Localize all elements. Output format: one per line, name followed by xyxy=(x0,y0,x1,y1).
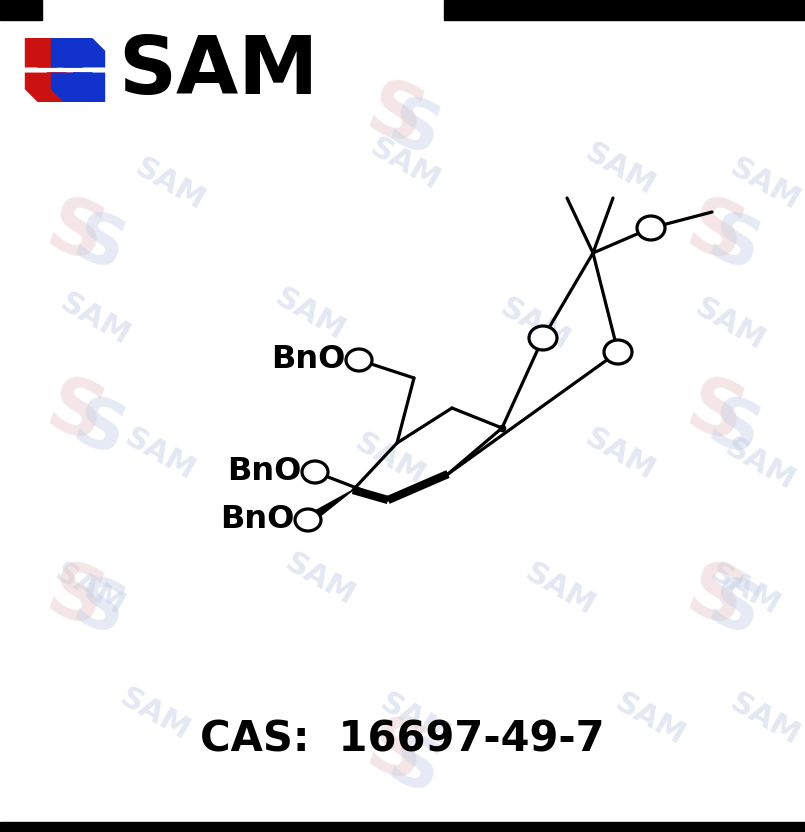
Ellipse shape xyxy=(637,216,665,240)
Text: S: S xyxy=(36,191,114,280)
Text: SAM: SAM xyxy=(365,133,445,196)
Text: S: S xyxy=(65,205,135,285)
Ellipse shape xyxy=(346,349,372,371)
Text: SAM: SAM xyxy=(350,428,430,492)
Bar xyxy=(444,0,805,20)
Polygon shape xyxy=(25,38,79,67)
Ellipse shape xyxy=(295,509,321,531)
Text: SAM: SAM xyxy=(130,153,210,216)
Text: S: S xyxy=(36,556,114,644)
Text: SAM: SAM xyxy=(55,289,135,352)
Text: SAM: SAM xyxy=(270,284,350,347)
Text: SAM: SAM xyxy=(115,683,195,746)
Text: SAM: SAM xyxy=(375,688,455,751)
Polygon shape xyxy=(51,72,105,102)
Text: S: S xyxy=(357,74,434,162)
Text: S: S xyxy=(676,371,753,459)
Text: S: S xyxy=(380,728,450,808)
Text: SAM: SAM xyxy=(724,688,805,751)
Ellipse shape xyxy=(302,461,328,483)
Text: SAM: SAM xyxy=(724,153,805,216)
Polygon shape xyxy=(306,490,353,524)
Text: SAM: SAM xyxy=(720,433,800,497)
Bar xyxy=(0,0,42,20)
Text: S: S xyxy=(357,711,434,800)
Text: BnO: BnO xyxy=(270,344,345,375)
Text: SAM: SAM xyxy=(580,423,660,487)
Text: S: S xyxy=(380,90,450,170)
Text: SAM: SAM xyxy=(690,294,770,357)
Text: SAM: SAM xyxy=(120,423,200,487)
Text: S: S xyxy=(676,556,753,644)
Text: S: S xyxy=(36,371,114,459)
Text: SAM: SAM xyxy=(118,33,318,111)
Text: BnO: BnO xyxy=(220,504,294,536)
Text: SAM: SAM xyxy=(495,294,575,357)
Text: S: S xyxy=(676,191,753,280)
Text: SAM: SAM xyxy=(610,688,690,751)
Polygon shape xyxy=(51,38,105,67)
Bar xyxy=(0,822,805,832)
Polygon shape xyxy=(25,72,79,102)
Text: S: S xyxy=(700,570,770,650)
Text: BnO: BnO xyxy=(227,457,301,488)
Text: S: S xyxy=(65,570,135,650)
Text: SAM: SAM xyxy=(280,548,360,612)
Ellipse shape xyxy=(604,340,632,364)
Text: SAM: SAM xyxy=(580,138,660,201)
Text: CAS:  16697-49-7: CAS: 16697-49-7 xyxy=(200,719,605,761)
Text: SAM: SAM xyxy=(705,558,785,622)
Text: S: S xyxy=(700,390,770,470)
Text: S: S xyxy=(700,205,770,285)
Text: SAM: SAM xyxy=(520,558,601,622)
Text: S: S xyxy=(65,390,135,470)
Text: SAM: SAM xyxy=(50,558,130,622)
Ellipse shape xyxy=(529,326,557,350)
